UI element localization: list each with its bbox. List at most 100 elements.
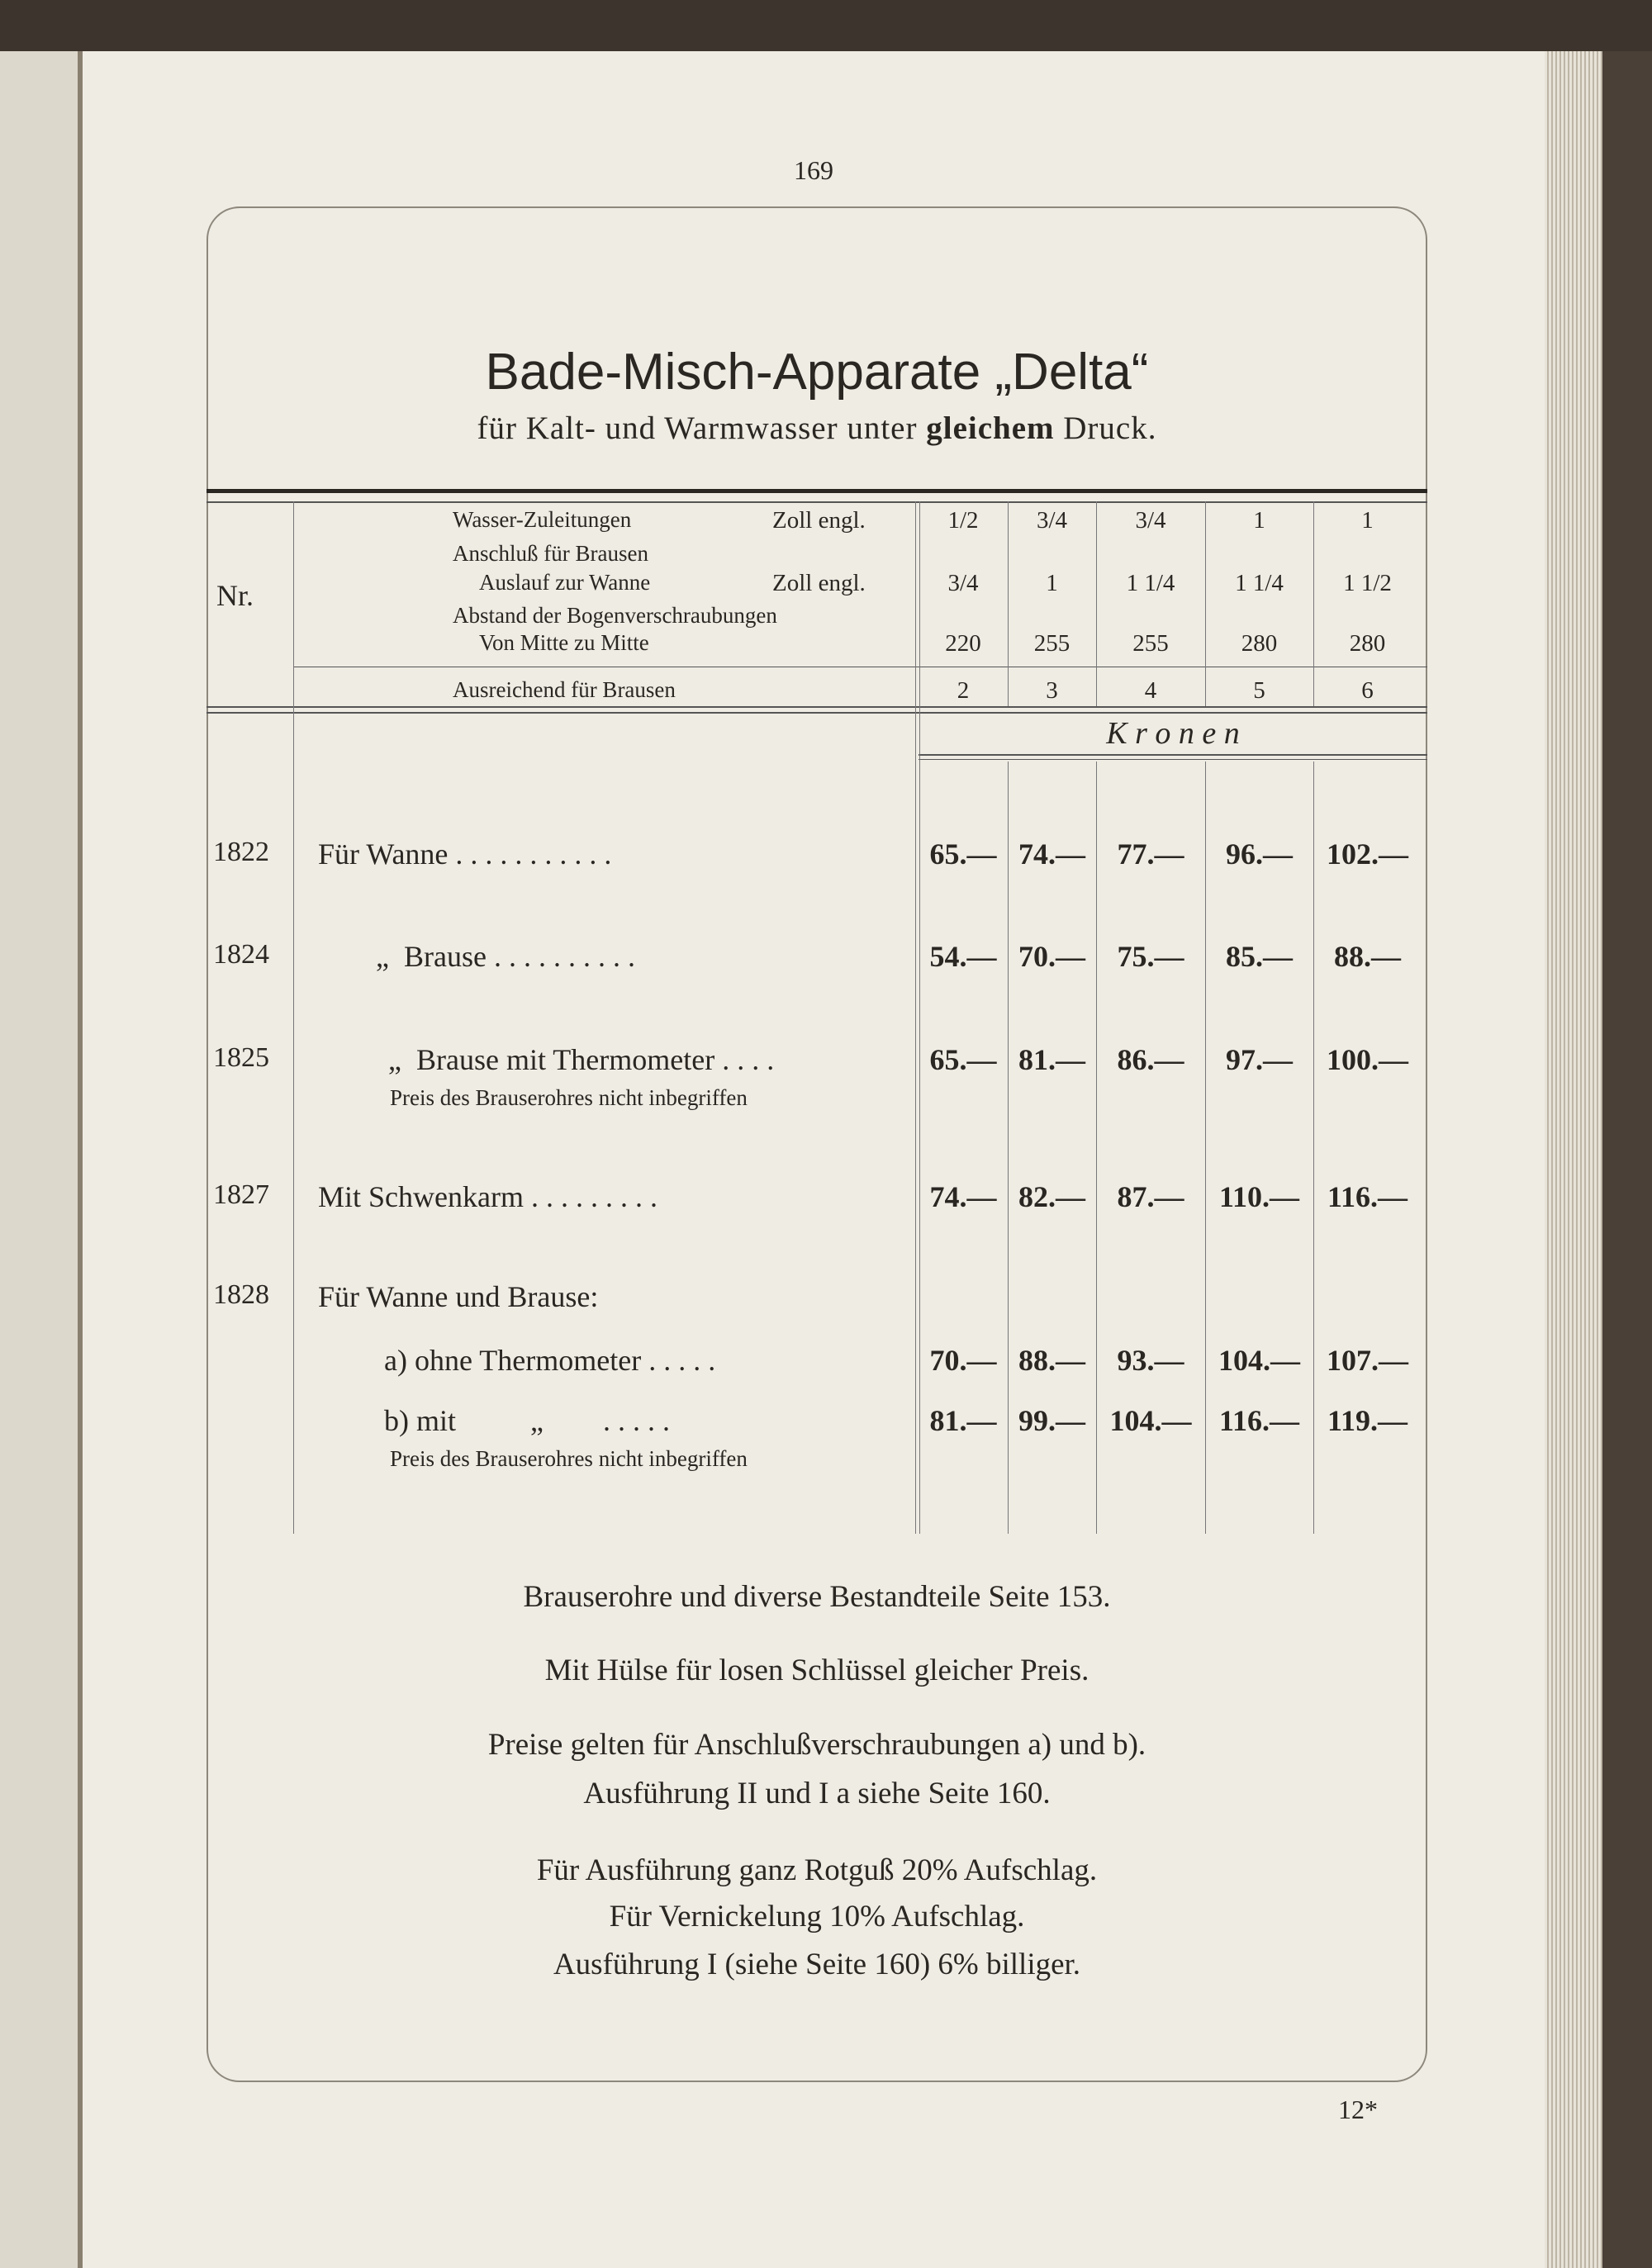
value-column-line (1313, 501, 1314, 706)
page-edges (1545, 51, 1602, 2268)
price-cell: 102.— (1327, 837, 1408, 871)
footnote: Mit Hülse für losen Schlüssel gleicher P… (544, 1654, 1089, 1687)
item-description: „ Brause . . . . . . . . . . (376, 940, 635, 973)
spec-value: 1 1/2 (1343, 570, 1392, 596)
price-cell: 88.— (1018, 1344, 1085, 1377)
footnote: Für Vernickelung 10% Aufschlag. (609, 1900, 1025, 1933)
item-note: Preis des Brauserohres nicht inbegriffen (390, 1446, 748, 1471)
price-cell: 65.— (929, 837, 997, 871)
price-cell: 104.— (1109, 1404, 1192, 1437)
page-title: Bade-Misch-Apparate „Delta“ (485, 344, 1149, 401)
subtitle-emphasis: gleichem (926, 410, 1055, 446)
value-column-line (1313, 762, 1314, 1534)
spec-unit: Zoll engl. (772, 570, 866, 596)
subtitle-text: für Kalt- und Warmwasser unter (477, 410, 927, 446)
page (83, 51, 1545, 2268)
item-number: 1824 (213, 939, 269, 970)
header-rule-1 (206, 706, 1427, 708)
desc-column-line-a (915, 501, 916, 1534)
footnote: Preise gelten für Anschlußverschraubunge… (487, 1728, 1146, 1762)
price-cell: 100.— (1327, 1043, 1408, 1076)
price-cell: 107.— (1327, 1344, 1408, 1377)
price-cell: 70.— (1018, 940, 1085, 973)
spec-value: 1/2 (947, 507, 979, 534)
sufficient-label: Ausreichend für Brausen (453, 677, 676, 702)
value-column-line (1008, 762, 1009, 1534)
spec-value: 1 1/4 (1126, 570, 1175, 596)
price-cell: 119.— (1327, 1404, 1408, 1437)
spec-value: 255 (1033, 630, 1070, 657)
price-cell: 87.— (1117, 1180, 1184, 1213)
spec-value: 3/4 (1036, 507, 1068, 534)
spec-label: Auslauf zur Wanne (479, 570, 651, 595)
book-cover-top (0, 0, 1652, 51)
spec-label: Wasser-Zuleitungen (453, 507, 632, 532)
price-cell: 99.— (1018, 1404, 1085, 1437)
price-cell: 97.— (1226, 1043, 1293, 1076)
page-number: 169 (794, 155, 833, 185)
price-cell: 85.— (1226, 940, 1293, 973)
value-column-line (1205, 762, 1206, 1534)
value-column-line (1008, 501, 1009, 706)
item-description: Mit Schwenkarm . . . . . . . . . (318, 1180, 657, 1213)
price-cell: 74.— (929, 1180, 997, 1213)
top-rule (206, 501, 1427, 503)
price-cell: 110.— (1218, 1180, 1299, 1213)
spec-value: 3/4 (947, 570, 979, 596)
footnote: Für Ausführung ganz Rotguß 20% Aufschlag… (536, 1853, 1098, 1887)
currency-label: K r o n e n (1106, 716, 1240, 751)
desc-column-line-b (919, 501, 920, 1534)
currency-rule-2 (919, 759, 1427, 760)
spec-value: 280 (1349, 630, 1386, 657)
nr-column-line (293, 501, 294, 1534)
sufficient-value: 2 (957, 677, 970, 704)
page-subtitle: für Kalt- und Warmwasser unter gleichem … (206, 410, 1427, 447)
spec-value: 280 (1241, 630, 1278, 657)
price-cell: 54.— (929, 940, 997, 973)
item-number: 1822 (213, 837, 269, 867)
spec-label: Anschluß für Brausen (453, 541, 648, 566)
item-description: b) mit „ . . . . . (384, 1404, 670, 1437)
price-cell: 82.— (1018, 1180, 1085, 1213)
value-column-line (1096, 762, 1097, 1534)
spec-value: 255 (1132, 630, 1169, 657)
item-number: 1827 (213, 1179, 269, 1210)
footnote: Ausführung I (siehe Seite 160) 6% billig… (553, 1948, 1081, 1981)
spec-value: 1 (1046, 570, 1058, 596)
item-number: 1828 (213, 1279, 269, 1310)
spec-value: 1 (1253, 507, 1265, 534)
item-description: „ Brause mit Thermometer . . . . (388, 1043, 775, 1076)
footnote: Ausführung II und I a siehe Seite 160. (583, 1777, 1051, 1810)
price-cell: 81.— (1018, 1043, 1085, 1076)
spec-label: Abstand der Bogenverschraubungen (453, 603, 777, 628)
price-cell: 88.— (1334, 940, 1401, 973)
sufficient-value: 3 (1046, 677, 1058, 704)
value-column-line (1205, 501, 1206, 706)
footnote: Brauserohre und diverse Bestandteile Sei… (523, 1580, 1111, 1614)
sufficient-value: 5 (1253, 677, 1265, 704)
item-note: Preis des Brauserohres nicht inbegriffen (390, 1085, 748, 1110)
price-cell: 93.— (1117, 1344, 1184, 1377)
nr-header: Nr. (216, 579, 254, 612)
top-thick-rule (206, 489, 1427, 493)
folio: 12* (1338, 2095, 1378, 2124)
subtitle-text-end: Druck. (1054, 410, 1157, 446)
price-cell: 77.— (1117, 837, 1184, 871)
item-description: Für Wanne . . . . . . . . . . . (318, 837, 612, 871)
spec-unit: Zoll engl. (772, 507, 866, 534)
price-cell: 96.— (1226, 837, 1293, 871)
spec-value: 1 (1361, 507, 1374, 534)
price-cell: 104.— (1218, 1344, 1300, 1377)
left-page-edge (0, 51, 83, 2268)
spec-label: Von Mitte zu Mitte (479, 630, 649, 655)
header-rule-2 (206, 712, 1427, 714)
price-cell: 81.— (929, 1404, 997, 1437)
sufficient-value: 4 (1144, 677, 1157, 704)
spec-value: 3/4 (1135, 507, 1166, 534)
currency-rule-1 (919, 754, 1427, 756)
spec-value: 1 1/4 (1235, 570, 1284, 596)
item-number: 1825 (213, 1042, 269, 1073)
value-column-line (1096, 501, 1097, 706)
price-cell: 65.— (929, 1043, 997, 1076)
price-cell: 70.— (929, 1344, 997, 1377)
